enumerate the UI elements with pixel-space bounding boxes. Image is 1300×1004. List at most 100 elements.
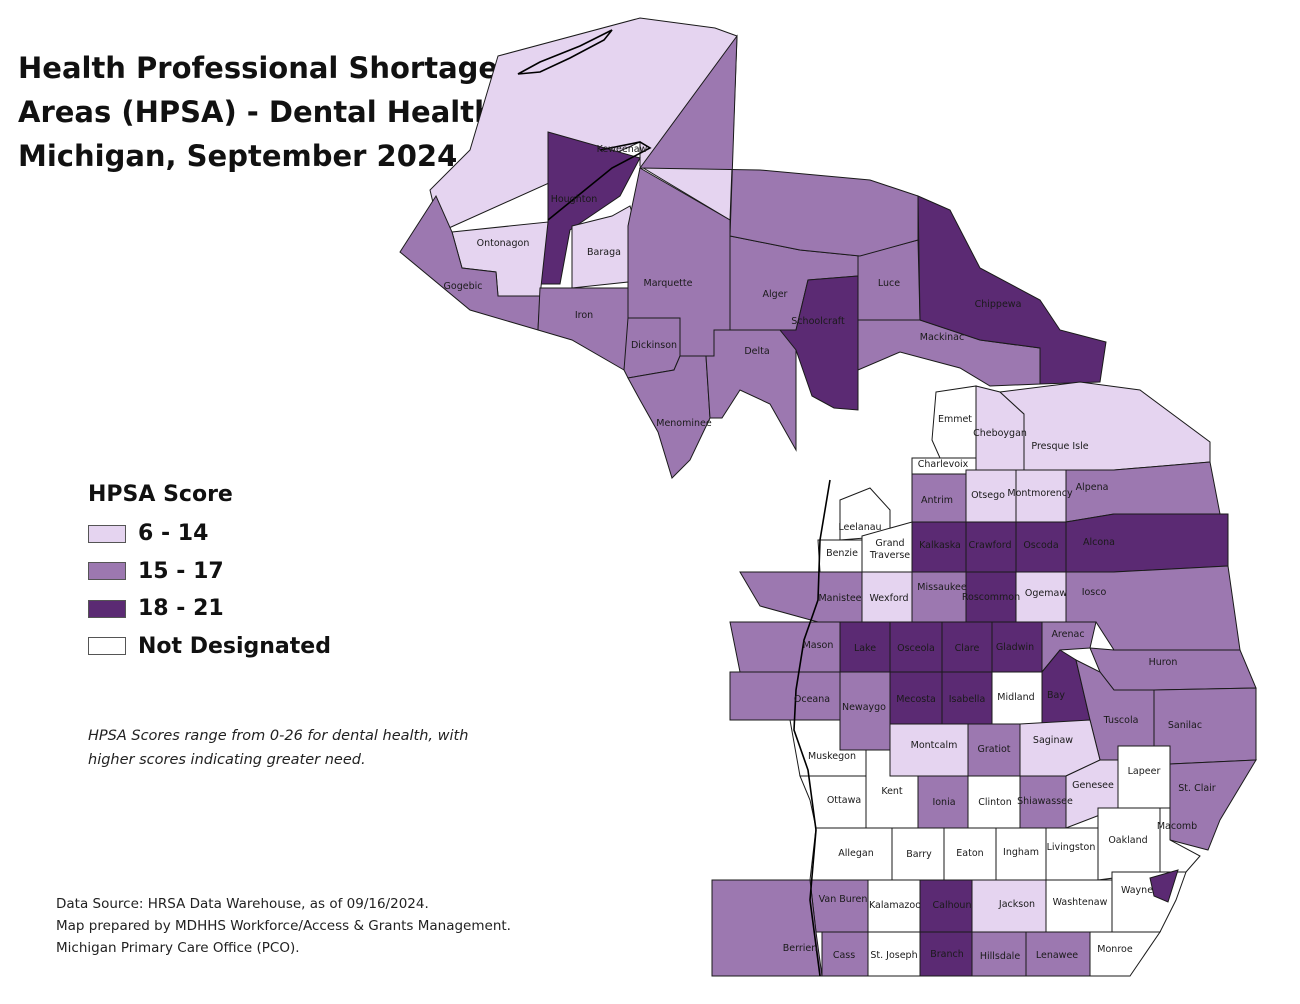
county-huron[interactable]: [1089, 647, 1257, 691]
legend-swatch-mid: [88, 562, 126, 581]
county-keweenaw[interactable]: [429, 17, 738, 233]
county-label-hillsdale: Hillsdale: [980, 951, 1021, 962]
county-label-saginaw: Saginaw: [1033, 735, 1073, 746]
county-van-buren[interactable]: [809, 879, 869, 933]
isle-royale: [517, 29, 613, 75]
county-label-macomb: Macomb: [1157, 821, 1197, 832]
data-source-line-1: Data Source: HRSA Data Warehouse, as of …: [56, 896, 429, 912]
county-label-otsego: Otsego: [971, 490, 1005, 501]
legend-label-low: 6 - 14: [138, 521, 209, 547]
county-label-tuscola: Tuscola: [1103, 715, 1139, 726]
county-missaukee[interactable]: [911, 571, 967, 623]
county-iron[interactable]: [537, 287, 629, 371]
county-label-antrim: Antrim: [921, 495, 953, 506]
county-presque-isle[interactable]: [998, 381, 1211, 471]
county-label-oscoda: Oscoda: [1023, 540, 1058, 551]
county-label-allegan: Allegan: [838, 848, 874, 859]
keweenaw-coast: [547, 141, 652, 221]
legend-item-mid: 15 - 17: [88, 553, 331, 591]
county-label-kalkaska: Kalkaska: [919, 540, 961, 551]
county-label-livingston: Livingston: [1047, 842, 1096, 853]
county-label-lenawee: Lenawee: [1036, 950, 1078, 961]
county-label-mecosta: Mecosta: [896, 694, 936, 705]
county-label-van-buren: Van Buren: [819, 894, 868, 905]
legend-label-high: 18 - 21: [138, 596, 224, 622]
county-label-monroe: Monroe: [1097, 944, 1133, 955]
county-menominee[interactable]: [627, 355, 711, 479]
legend: HPSA Score 6 - 14 15 - 17 18 - 21 Not De…: [88, 482, 331, 665]
county-livingston[interactable]: [1045, 827, 1099, 881]
county-label-iosco: Iosco: [1082, 587, 1107, 598]
county-label-dickinson: Dickinson: [631, 340, 677, 351]
county-label-mason: Mason: [803, 640, 834, 651]
county-label-eaton: Eaton: [956, 848, 983, 859]
data-source-line-3: Michigan Primary Care Office (PCO).: [56, 940, 300, 956]
county-label-charlevoix: Charlevoix: [918, 459, 969, 470]
county-label-st-clair: St. Clair: [1178, 783, 1216, 794]
county-label-midland: Midland: [997, 692, 1034, 703]
county-label-alger: Alger: [763, 289, 788, 300]
county-leelanau[interactable]: [839, 487, 891, 541]
map-title-line-3: Michigan, September 2024: [18, 139, 458, 173]
county-up-east-tail[interactable]: [639, 34, 919, 257]
county-label-osceola: Osceola: [897, 643, 935, 654]
county-label-presque-isle: Presque Isle: [1031, 441, 1088, 452]
county-label-delta: Delta: [744, 346, 769, 357]
county-st-clair[interactable]: [1169, 759, 1257, 851]
legend-item-none: Not Designated: [88, 628, 331, 666]
county-label-gogebic: Gogebic: [444, 281, 483, 292]
county-label-manistee: Manistee: [818, 593, 861, 604]
county-label-clare: Clare: [955, 643, 980, 654]
county-label-emmet: Emmet: [938, 414, 972, 425]
score-note-line-1: HPSA Scores range from 0-26 for dental h…: [88, 728, 469, 744]
legend-item-high: 18 - 21: [88, 590, 331, 628]
county-chippewa[interactable]: [917, 195, 1107, 385]
county-label-baraga: Baraga: [587, 247, 621, 258]
county-label-bay: Bay: [1047, 690, 1065, 701]
county-label-berrien: Berrien: [783, 943, 818, 954]
legend-swatch-none: [88, 637, 126, 656]
data-source: Data Source: HRSA Data Warehouse, as of …: [56, 893, 511, 959]
county-label-muskegon: Muskegon: [808, 751, 856, 762]
legend-title: HPSA Score: [88, 482, 233, 507]
county-label-montmorency: Montmorency: [1007, 488, 1073, 499]
county-label-leelanau: Leelanau: [838, 522, 881, 533]
county-label-ogemaw: Ogemaw: [1025, 588, 1067, 599]
county-label-benzie: Benzie: [826, 548, 858, 559]
county-label-alpena: Alpena: [1076, 482, 1109, 493]
county-label-marquette: Marquette: [644, 278, 693, 289]
county-label-branch: Branch: [930, 949, 964, 960]
county-label-calhoun: Calhoun: [933, 900, 972, 911]
county-label-newaygo: Newaygo: [842, 702, 886, 713]
county-label-huron: Huron: [1149, 657, 1178, 668]
county-label-cass: Cass: [833, 950, 855, 961]
county-label-iron: Iron: [575, 310, 593, 321]
map-title-line-2: Areas (HPSA) - Dental Health: [18, 95, 495, 129]
county-label-arenac: Arenac: [1051, 629, 1084, 640]
legend-swatch-high: [88, 599, 126, 618]
county-label-chippewa: Chippewa: [975, 299, 1022, 310]
county-label-ionia: Ionia: [932, 797, 955, 808]
county-label-cheboygan: Cheboygan: [973, 428, 1027, 439]
county-label-missaukee: Missaukee: [917, 582, 967, 593]
county-gogebic[interactable]: [399, 194, 541, 331]
county-lapeer[interactable]: [1117, 745, 1171, 809]
score-note: HPSA Scores range from 0-26 for dental h…: [88, 724, 528, 772]
county-arenac[interactable]: [1041, 621, 1097, 674]
county-labels: Keweenaw Houghton Ontonagon Baraga Gogebic Ir…: [444, 144, 1216, 962]
county-label-menominee: Menominee: [656, 418, 712, 429]
county-label-ottawa: Ottawa: [827, 795, 861, 806]
county-label-clinton: Clinton: [978, 797, 1012, 808]
county-label-schoolcraft: Schoolcraft: [791, 316, 845, 327]
county-wayne-detroit[interactable]: [1149, 869, 1179, 903]
county-monroe[interactable]: [1089, 931, 1161, 977]
legend-label-none: Not Designated: [138, 633, 331, 659]
county-label-wayne: Wayne: [1121, 885, 1153, 896]
legend-item-low: 6 - 14: [88, 515, 331, 553]
county-berrien[interactable]: [711, 879, 823, 977]
map-title: Health Professional Shortage Areas (HPSA…: [18, 46, 498, 178]
county-label-lake: Lake: [854, 643, 876, 654]
county-label-keweenaw: Keweenaw: [597, 144, 648, 155]
county-label-grand-traverse-2: Traverse: [869, 550, 910, 561]
